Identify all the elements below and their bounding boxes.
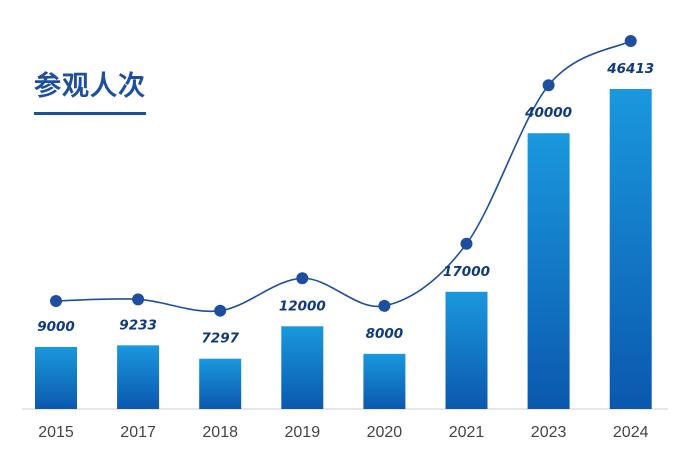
value-label-2017: 9233 <box>119 317 157 333</box>
x-tick-2020: 2020 <box>367 424 403 441</box>
x-tick-2017: 2017 <box>120 424 156 441</box>
trend-point-2018 <box>214 304 227 317</box>
bars-group <box>35 89 652 409</box>
value-label-2018: 7297 <box>201 331 239 347</box>
x-tick-2018: 2018 <box>202 424 238 441</box>
title-underline <box>34 112 146 115</box>
trend-point-2024 <box>624 35 637 47</box>
trend-points-group <box>50 35 637 317</box>
value-label-2019: 12000 <box>279 298 326 314</box>
trend-point-2015 <box>50 294 62 307</box>
value-label-2015: 9000 <box>37 319 75 335</box>
x-tick-labels-group: 2015 2017 2018 2019 2020 2021 2023 2024 <box>38 424 648 441</box>
bar-2017 <box>117 345 160 409</box>
bar-2019 <box>281 326 324 409</box>
value-label-2021: 17000 <box>443 264 490 280</box>
trend-point-2021 <box>460 237 473 250</box>
x-tick-2023: 2023 <box>531 424 567 441</box>
bar-2020 <box>363 353 406 409</box>
chart-title: 参观人次 <box>34 70 146 102</box>
x-tick-2024: 2024 <box>613 424 649 441</box>
value-label-2023: 40000 <box>524 105 572 121</box>
bar-2015 <box>35 346 77 409</box>
value-labels-group: 9000 9233 7297 12000 8000 17000 40000 46413 <box>37 61 654 347</box>
x-tick-2019: 2019 <box>285 424 321 441</box>
trend-line <box>55 40 632 313</box>
trend-point-2019 <box>296 272 309 285</box>
trend-point-2020 <box>378 299 391 312</box>
bar-2024 <box>609 89 652 409</box>
bar-2023 <box>527 133 570 409</box>
bar-2018 <box>199 358 242 409</box>
bar-2021 <box>445 291 488 409</box>
x-tick-2015: 2015 <box>38 424 74 441</box>
x-tick-2021: 2021 <box>449 424 485 441</box>
trend-point-2017 <box>132 293 145 306</box>
value-label-2024: 46413 <box>606 61 654 77</box>
value-label-2020: 8000 <box>366 326 404 342</box>
trend-point-2023 <box>542 79 555 92</box>
